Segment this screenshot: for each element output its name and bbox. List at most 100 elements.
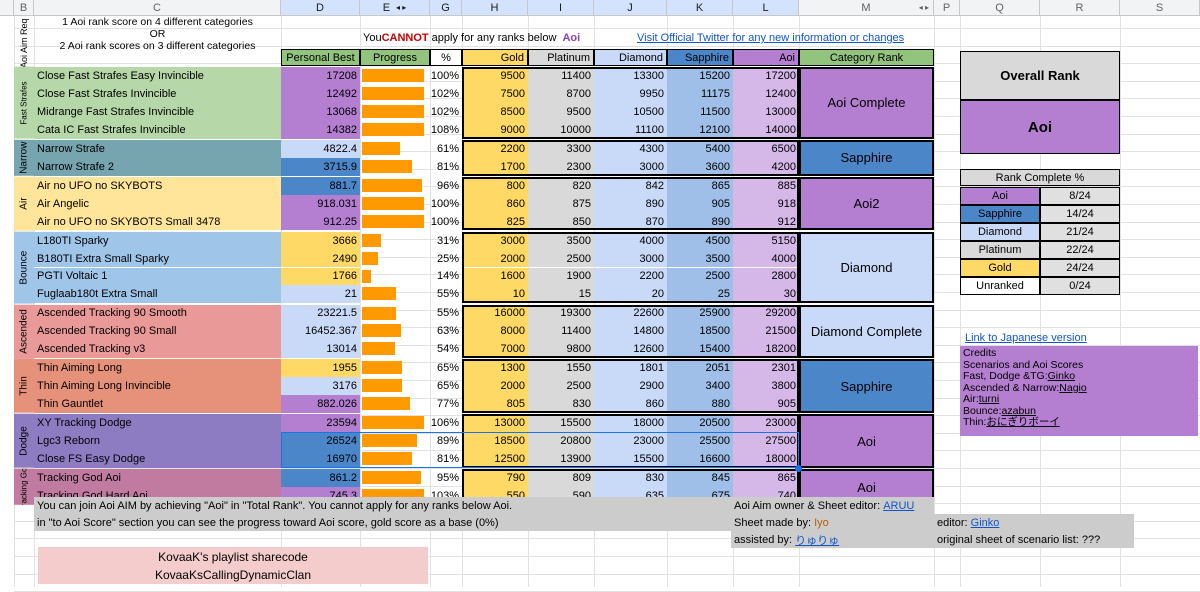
percent-cell[interactable]: 55% [436, 288, 459, 301]
progress-cell[interactable] [360, 414, 430, 432]
personal-best-cell[interactable]: 26524 [281, 432, 360, 451]
platinum-threshold[interactable]: 9800 [528, 340, 594, 359]
owner-link[interactable]: ARUU [883, 499, 915, 512]
aoi-threshold[interactable]: 5150 [733, 231, 799, 250]
column-header-j[interactable]: J [594, 0, 667, 16]
gold-threshold[interactable]: 16000 [462, 304, 528, 323]
scenario-name[interactable]: Fuglaab180t Extra Small [34, 285, 281, 304]
gold-threshold[interactable]: 3000 [462, 231, 528, 250]
column-header-k[interactable]: K [667, 0, 733, 16]
sapphire-threshold[interactable]: 3600 [667, 157, 733, 176]
sapphire-threshold[interactable]: 18500 [667, 322, 733, 341]
sapphire-threshold[interactable]: 2500 [667, 267, 733, 286]
scenario-name[interactable]: Ascended Tracking 90 Smooth [34, 304, 281, 323]
progress-cell[interactable] [360, 232, 430, 250]
platinum-threshold[interactable]: 820 [528, 176, 594, 195]
personal-best-cell[interactable]: 13068 [281, 102, 360, 121]
aoi-threshold[interactable]: 17200 [733, 67, 799, 85]
personal-best-cell[interactable]: 3666 [281, 231, 360, 250]
category-rank-cell[interactable]: Sapphire [799, 139, 934, 176]
platinum-threshold[interactable]: 9500 [528, 102, 594, 121]
personal-best-cell[interactable]: 882.026 [281, 395, 360, 414]
scenario-name[interactable]: Narrow Strafe [34, 139, 281, 158]
credits-link[interactable]: おにぎりボーイ [986, 416, 1060, 428]
sapphire-threshold[interactable]: 15200 [667, 67, 733, 85]
gold-threshold[interactable]: 1300 [462, 359, 528, 378]
sapphire-threshold[interactable]: 11500 [667, 102, 733, 121]
scenario-name[interactable]: XY Tracking Dodge [34, 414, 281, 433]
percent-cell[interactable]: 100% [430, 215, 459, 228]
percent-cell[interactable]: 89% [436, 435, 459, 448]
aoi-threshold[interactable]: 3800 [733, 377, 799, 396]
progress-cell[interactable] [360, 340, 430, 358]
sapphire-threshold[interactable]: 5400 [667, 139, 733, 158]
percent-cell[interactable]: 81% [436, 453, 459, 466]
platinum-threshold[interactable]: 3300 [528, 139, 594, 158]
sapphire-threshold[interactable]: 20500 [667, 414, 733, 433]
diamond-threshold[interactable]: 2900 [594, 377, 667, 396]
category-rank-cell[interactable]: Aoi Complete [799, 67, 934, 139]
scenario-name[interactable]: Cata IC Fast Strafes Invincible [34, 120, 281, 139]
gold-threshold[interactable]: 9000 [462, 120, 528, 139]
sapphire-threshold[interactable]: 25900 [667, 304, 733, 323]
overall-rank-value[interactable]: Aoi [960, 100, 1120, 154]
platinum-threshold[interactable]: 11400 [528, 322, 594, 341]
percent-cell[interactable]: 100% [430, 197, 459, 210]
diamond-threshold[interactable]: 4000 [594, 231, 667, 250]
aoi-threshold[interactable]: 912 [733, 212, 799, 231]
category-rank-cell[interactable]: Diamond Complete [799, 304, 934, 359]
diamond-threshold[interactable]: 3000 [594, 249, 667, 268]
percent-cell[interactable]: 65% [436, 380, 459, 393]
platinum-threshold[interactable]: 1900 [528, 267, 594, 286]
sapphire-threshold[interactable]: 11175 [667, 84, 733, 103]
scenario-name[interactable]: Thin Gauntlet [34, 395, 281, 414]
percent-cell[interactable]: 108% [430, 123, 459, 136]
scenario-name[interactable]: Midrange Fast Strafes Invincible [34, 102, 281, 121]
aoi-threshold[interactable]: 13000 [733, 102, 799, 121]
category-rank-cell[interactable]: Aoi2 [799, 176, 934, 231]
aoi-threshold[interactable]: 918 [733, 194, 799, 213]
aoi-threshold[interactable]: 14000 [733, 120, 799, 139]
progress-cell[interactable] [360, 85, 430, 103]
category-rank-cell[interactable]: Sapphire [799, 359, 934, 414]
sapphire-threshold[interactable]: 3400 [667, 377, 733, 396]
aoi-threshold[interactable]: 18200 [733, 340, 799, 359]
progress-cell[interactable] [360, 67, 430, 85]
aoi-threshold[interactable]: 18000 [733, 450, 799, 468]
rank-complete-value[interactable]: 21/24 [1040, 223, 1120, 241]
diamond-threshold[interactable]: 9950 [594, 84, 667, 103]
percent-cell[interactable]: 14% [436, 270, 459, 283]
personal-best-cell[interactable]: 13014 [281, 340, 360, 359]
sapphire-threshold[interactable]: 845 [667, 469, 733, 488]
aoi-threshold[interactable]: 30 [733, 285, 799, 304]
progress-cell[interactable] [360, 250, 430, 268]
credits-link[interactable]: turni [978, 393, 1000, 405]
platinum-threshold[interactable]: 2500 [528, 377, 594, 396]
fill-handle[interactable] [795, 465, 802, 473]
column-header-s[interactable]: S [1120, 0, 1200, 16]
column-header-e[interactable]: E ◂ ▸ [360, 0, 430, 16]
credits-link[interactable]: Nagio [1059, 381, 1087, 394]
sapphire-threshold[interactable]: 865 [667, 176, 733, 195]
diamond-threshold[interactable]: 870 [594, 212, 667, 231]
platinum-threshold[interactable]: 10000 [528, 120, 594, 139]
rank-complete-value[interactable]: 0/24 [1040, 277, 1120, 295]
percent-cell[interactable]: 63% [436, 325, 459, 338]
sapphire-threshold[interactable]: 25 [667, 285, 733, 304]
sapphire-threshold[interactable]: 905 [667, 194, 733, 213]
diamond-threshold[interactable]: 18000 [594, 414, 667, 433]
personal-best-cell[interactable]: 1955 [281, 359, 360, 378]
percent-cell[interactable]: 81% [436, 160, 459, 173]
personal-best-cell[interactable]: 881.7 [281, 176, 360, 195]
percent-cell[interactable]: 102% [430, 87, 459, 100]
progress-cell[interactable] [360, 305, 430, 323]
sapphire-threshold[interactable]: 25500 [667, 432, 733, 451]
editor-link[interactable]: Ginko [970, 516, 1000, 529]
platinum-threshold[interactable]: 15 [528, 285, 594, 304]
gold-threshold[interactable]: 9500 [462, 67, 528, 85]
platinum-threshold[interactable]: 15500 [528, 414, 594, 433]
personal-best-cell[interactable]: 23594 [281, 414, 360, 433]
diamond-threshold[interactable]: 830 [594, 469, 667, 488]
column-header-l[interactable]: L [733, 0, 799, 16]
column-header-h[interactable]: H [462, 0, 528, 16]
